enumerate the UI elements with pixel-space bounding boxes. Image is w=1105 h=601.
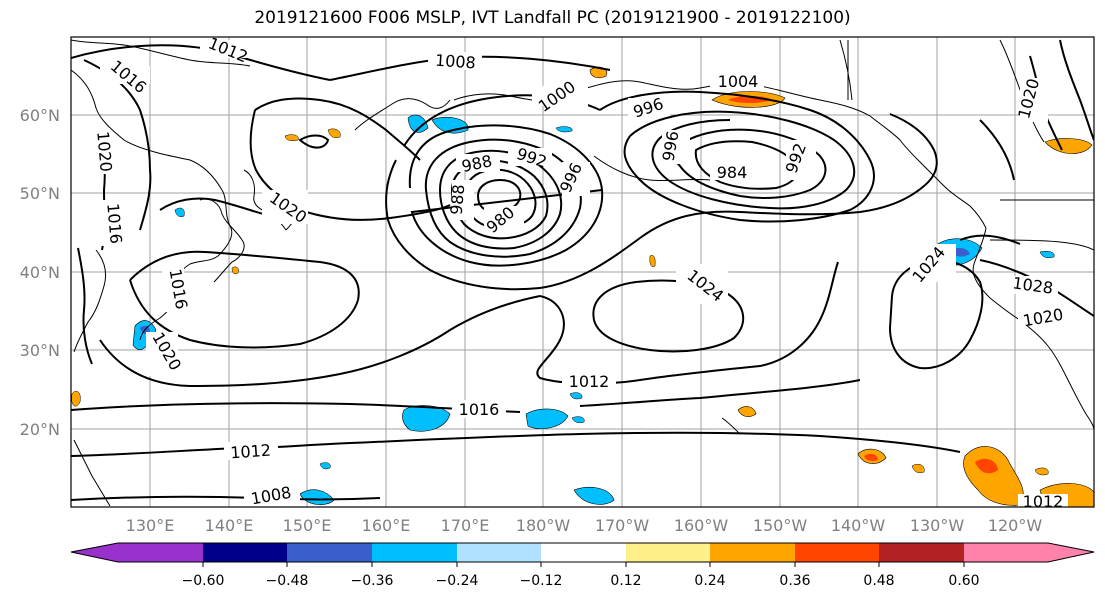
contour-label: 1008 [434,51,476,73]
colorbar-extend-right [1048,543,1094,562]
colorbar-segment [626,543,710,562]
lon-tick: 140°W [831,516,886,535]
lon-tick: 170°E [441,516,490,535]
colorbar-segment [287,543,372,562]
coastlines [71,39,1094,507]
latitude-axis: 60°N 50°N 40°N 30°N 20°N [20,106,60,439]
colorbar-segment [372,543,457,562]
contour-label: 1012 [230,441,272,463]
lon-tick: 140°E [205,516,254,535]
colorbar-segment [964,543,1048,562]
lat-tick: 30°N [20,341,60,360]
lon-tick: 120°W [988,516,1043,535]
contour-labels: 1012 1016 1020 1016 1008 1004 1000 996 9… [93,37,1065,511]
colorbar-extend-left [71,543,118,562]
colorbar-tick: 0.36 [779,573,810,589]
contour-label: 1020 [93,130,115,172]
colorbar-segment [879,543,964,562]
colorbar-tick: −0.36 [351,573,394,589]
colorbar-segment [203,543,287,562]
lon-tick: 160°W [674,516,729,535]
colorbar-tick: −0.60 [182,573,225,589]
colorbar-segment [118,543,203,562]
colorbar-tick: −0.48 [266,573,309,589]
colorbar-tick: 0.12 [610,573,641,589]
lat-tick: 50°N [20,184,60,203]
lat-tick: 20°N [20,420,60,439]
colorbar-tick: 0.24 [694,573,725,589]
contour-label: 984 [717,163,748,182]
lon-tick: 130°W [910,516,965,535]
colorbar: −0.60 −0.48 −0.36 −0.24 −0.12 0.12 0.24 … [70,542,1095,589]
longitude-axis: 130°E 140°E 150°E 160°E 170°E 180°W 170°… [126,516,1043,535]
lon-tick: 180°W [516,516,571,535]
lon-tick: 170°W [595,516,650,535]
contour-label: 1012 [1023,492,1064,511]
colorbar-tick: 0.48 [863,573,894,589]
ivt-shading [71,66,1094,507]
contour-label-backgrounds [88,40,1070,507]
contour-label: 988 [447,183,469,215]
lon-tick: 150°W [753,516,808,535]
contour-label: 1016 [459,400,500,419]
colorbar-segment [795,543,879,562]
lon-tick: 150°E [283,516,332,535]
colorbar-segment [457,543,541,562]
colorbar-tick: 0.60 [948,573,979,589]
colorbar-segment [710,543,795,562]
lat-tick: 60°N [20,106,60,125]
map-frame [70,36,1095,508]
map-title: 2019121600 F006 MSLP, IVT Landfall PC (2… [254,8,851,28]
colorbar-tick: −0.24 [436,573,479,589]
colorbar-segment [541,543,626,562]
lon-tick: 160°E [362,516,411,535]
contour-label: 1016 [103,202,125,244]
contour-label: 1004 [718,72,759,91]
colorbar-tick: −0.12 [520,573,563,589]
lon-tick: 130°E [126,516,175,535]
contour-label: 1012 [569,372,610,391]
lat-tick: 40°N [20,263,60,282]
